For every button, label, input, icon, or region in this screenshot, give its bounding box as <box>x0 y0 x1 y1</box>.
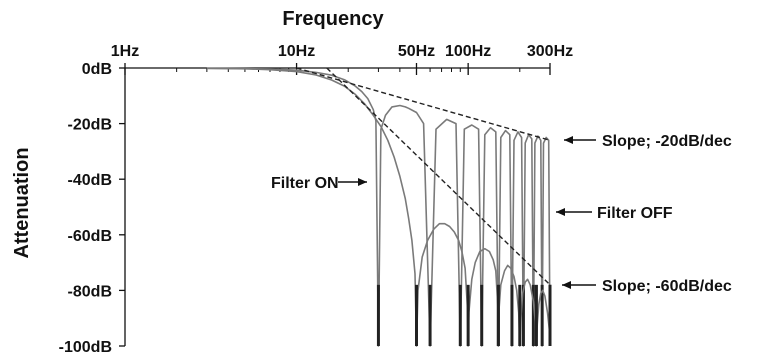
y-tick-label: -100dB <box>59 339 112 353</box>
series-line-filter-off <box>206 67 551 347</box>
annotation-arrow-head <box>556 208 565 216</box>
annotation-label: Filter OFF <box>597 205 673 222</box>
x-tick-label: 10Hz <box>278 43 315 60</box>
annotation-label: Filter ON <box>271 175 339 192</box>
series-layer <box>206 67 552 347</box>
axes: 1Hz 10Hz 50Hz 100Hz 300Hz 0dB -20dB -40dB -60dB -… <box>59 43 573 353</box>
series-line-filter-on <box>206 67 551 347</box>
annotation-label: Slope; -20dB/dec <box>602 133 732 150</box>
y-tick-label: -60dB <box>68 228 112 245</box>
y-axis-label: Attenuation <box>11 147 33 258</box>
series-line-slope-60db-dec <box>326 67 551 286</box>
y-tick-label: 0dB <box>82 61 112 78</box>
annotation-layer: Filter ON Filter OFF Slope; -20dB/dec Slope… <box>271 133 732 295</box>
x-tick-label: 1Hz <box>111 43 139 60</box>
y-tick-label: -20dB <box>68 117 112 134</box>
annotation-label: Slope; -60dB/dec <box>602 278 732 295</box>
annotation-arrow-head <box>358 178 367 186</box>
x-tick-label: 300Hz <box>527 43 573 60</box>
y-tick-label: -80dB <box>68 283 112 300</box>
x-tick-label: 100Hz <box>445 43 491 60</box>
annotation-arrow-head <box>562 281 571 289</box>
chart-title: Frequency <box>282 8 384 30</box>
annotation-arrow-head <box>564 136 573 144</box>
x-tick-label: 50Hz <box>398 43 435 60</box>
y-tick-label: -40dB <box>68 172 112 189</box>
